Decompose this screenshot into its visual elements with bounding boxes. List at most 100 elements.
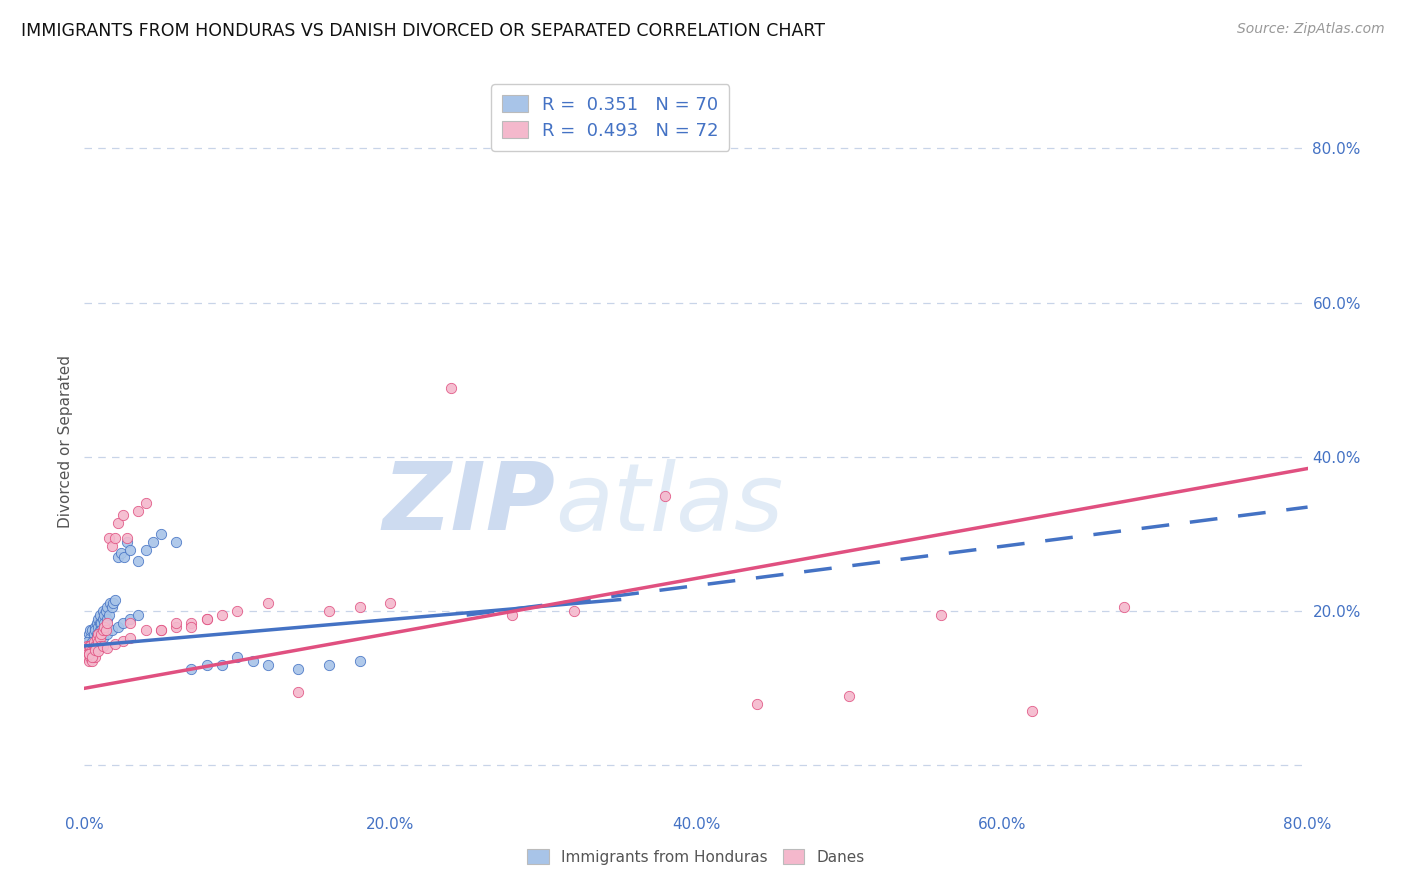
Point (91, 624, 114, 638)
Point (929, 608, 952, 623)
Point (101, 600, 124, 615)
Point (79, 631, 101, 645)
Point (79, 639, 101, 653)
Point (103, 597, 125, 611)
Point (87, 627, 110, 641)
Point (96, 600, 118, 615)
Point (80, 650, 103, 665)
Point (83, 639, 105, 653)
Point (165, 615, 187, 630)
Point (101, 539, 124, 553)
Point (180, 619, 202, 633)
Point (83, 647, 105, 661)
Point (115, 534, 138, 549)
Point (94, 624, 117, 638)
Point (84, 639, 107, 653)
Point (104, 531, 127, 545)
Point (287, 685, 309, 699)
Point (84, 642, 107, 657)
Point (93, 615, 115, 630)
Point (80, 642, 103, 657)
Point (110, 546, 132, 560)
Point (111, 508, 134, 522)
Point (86, 631, 108, 645)
Point (90, 615, 112, 630)
Point (77, 647, 100, 661)
Point (79, 624, 101, 638)
Point (318, 604, 340, 618)
Point (77, 635, 100, 649)
Point (97, 531, 120, 545)
Point (76, 635, 98, 649)
Point (195, 612, 218, 626)
Point (502, 608, 524, 623)
Point (120, 542, 142, 557)
Point (96, 641, 118, 656)
Point (96, 615, 118, 630)
Point (87, 612, 110, 626)
Point (98, 597, 121, 611)
Point (120, 612, 142, 626)
Point (747, 697, 769, 711)
Point (87, 619, 110, 633)
Point (107, 516, 129, 530)
Point (91, 631, 114, 645)
Point (93, 619, 115, 633)
Point (80, 624, 103, 638)
Point (1114, 600, 1136, 615)
Point (84, 624, 107, 638)
Legend: Immigrants from Honduras, Danes: Immigrants from Honduras, Danes (522, 843, 870, 871)
Point (94, 604, 117, 618)
Point (226, 650, 249, 665)
Point (84, 635, 107, 649)
Point (165, 619, 187, 633)
Point (89, 608, 111, 623)
Point (80, 635, 103, 649)
Point (90, 627, 112, 641)
Point (1021, 705, 1043, 719)
Point (80, 654, 103, 668)
Point (86, 631, 108, 645)
Text: IMMIGRANTS FROM HONDURAS VS DANISH DIVORCED OR SEPARATED CORRELATION CHART: IMMIGRANTS FROM HONDURAS VS DANISH DIVOR… (21, 22, 825, 40)
Point (77, 627, 100, 641)
Point (89, 624, 111, 638)
Point (111, 615, 134, 630)
Point (135, 496, 157, 510)
Point (101, 624, 124, 638)
Point (87, 635, 110, 649)
Point (112, 550, 135, 565)
Point (83, 627, 105, 641)
Point (562, 604, 585, 618)
Point (149, 624, 172, 638)
Point (104, 637, 127, 651)
Point (91, 639, 114, 653)
Point (120, 631, 142, 645)
Point (107, 619, 129, 633)
Y-axis label: Divorced or Separated: Divorced or Separated (58, 355, 73, 528)
Point (349, 600, 371, 615)
Point (120, 615, 142, 630)
Point (76, 639, 98, 653)
Point (104, 592, 127, 607)
Point (91, 604, 114, 618)
Point (127, 504, 149, 518)
Point (287, 662, 309, 676)
Point (257, 597, 280, 611)
Point (149, 527, 172, 541)
Point (89, 629, 111, 643)
Point (84, 619, 107, 633)
Point (89, 631, 111, 645)
Point (211, 658, 233, 673)
Point (89, 639, 111, 653)
Point (83, 635, 105, 649)
Point (80, 642, 103, 657)
Point (180, 615, 202, 630)
Point (77, 639, 100, 653)
Point (86, 633, 108, 648)
Point (257, 658, 280, 673)
Point (149, 624, 172, 638)
Point (90, 624, 112, 638)
Point (79, 650, 101, 665)
Point (135, 542, 157, 557)
Text: ZIP: ZIP (382, 458, 555, 550)
